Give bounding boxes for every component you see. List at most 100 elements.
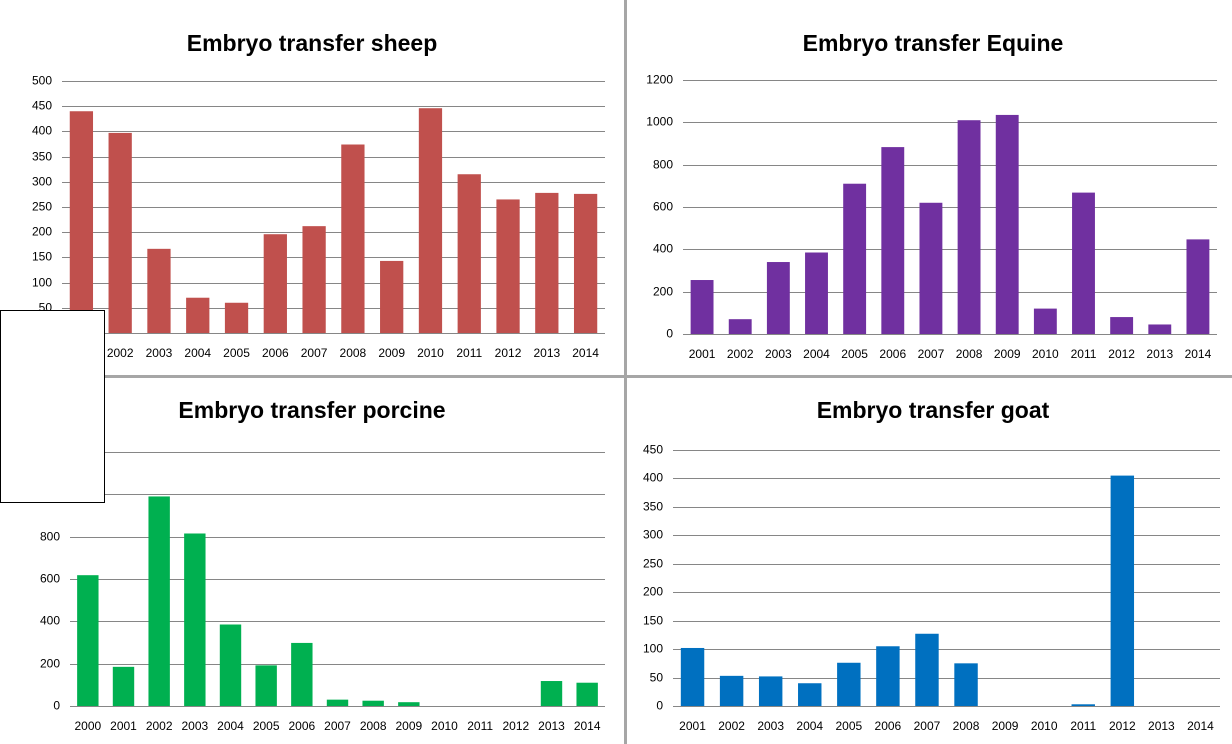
y-tick-label: 800 (653, 158, 673, 172)
bar (1033, 308, 1057, 334)
x-tick-label: 2013 (1148, 719, 1175, 733)
bar (1072, 192, 1095, 334)
bar (919, 202, 943, 334)
bar (876, 646, 900, 706)
x-tick-label: 2002 (107, 346, 134, 360)
x-tick-label: 2005 (841, 347, 868, 361)
bar (1110, 475, 1135, 706)
x-tick-label: 2009 (994, 347, 1021, 361)
bar (758, 676, 783, 706)
y-tick-label: 50 (650, 671, 664, 685)
y-tick-label: 300 (643, 528, 663, 542)
x-tick-label: 2009 (378, 346, 405, 360)
x-tick-label: 2001 (110, 719, 137, 733)
y-tick-label: 100 (32, 276, 52, 290)
y-tick-label: 300 (32, 175, 52, 189)
bar (995, 114, 1019, 334)
x-tick-label: 2010 (1031, 719, 1058, 733)
bar (766, 262, 790, 334)
x-tick-label: 2013 (533, 346, 560, 360)
x-tick-label: 2006 (288, 719, 315, 733)
y-tick-label: 800 (40, 530, 60, 544)
x-tick-label: 2014 (1185, 347, 1212, 361)
x-tick-label: 2008 (360, 719, 387, 733)
y-tick-label: 200 (653, 285, 673, 299)
bar (915, 633, 939, 706)
bar (69, 111, 94, 334)
x-tick-label: 2002 (718, 719, 745, 733)
bar (1186, 239, 1210, 334)
x-tick-label: 2004 (184, 346, 211, 360)
bar (291, 642, 313, 706)
bar (1071, 704, 1095, 706)
x-tick-label: 2011 (1071, 347, 1097, 361)
bar (147, 248, 171, 333)
y-tick-label: 350 (643, 500, 663, 514)
bar (219, 624, 242, 706)
bar (263, 234, 287, 333)
bar (798, 683, 822, 706)
bar (186, 297, 210, 333)
x-tick-label: 2007 (914, 719, 941, 733)
y-tick-label: 150 (32, 250, 52, 264)
bar (954, 663, 978, 706)
chart-title: Embryo transfer goat (817, 397, 1050, 423)
x-tick-label: 2010 (431, 719, 458, 733)
bar (108, 132, 132, 333)
y-tick-label: 600 (653, 200, 673, 214)
y-tick-label: 400 (32, 124, 52, 138)
x-tick-label: 2011 (467, 719, 493, 733)
x-tick-label: 2003 (757, 719, 784, 733)
x-tick-label: 2007 (918, 347, 945, 361)
bar (573, 193, 598, 333)
bar (398, 702, 420, 706)
y-tick-label: 1200 (646, 73, 673, 87)
bar (1148, 324, 1172, 334)
bar (184, 533, 206, 706)
bar (535, 192, 559, 333)
x-tick-label: 2006 (875, 719, 902, 733)
bar (690, 280, 714, 334)
bar (496, 199, 520, 333)
x-tick-label: 2000 (74, 719, 101, 733)
y-tick-label: 1000 (646, 115, 673, 129)
x-tick-label: 2003 (146, 346, 173, 360)
bar (837, 662, 861, 706)
y-tick-label: 200 (32, 225, 52, 239)
x-tick-label: 2010 (417, 346, 444, 360)
y-tick-label: 500 (32, 74, 52, 88)
x-tick-label: 2011 (456, 346, 482, 360)
bar (77, 575, 99, 706)
x-tick-label: 2012 (1108, 347, 1135, 361)
x-tick-label: 2012 (502, 719, 529, 733)
x-tick-label: 2011 (1070, 719, 1096, 733)
bar (362, 700, 384, 706)
x-tick-label: 2002 (727, 347, 754, 361)
bar (1110, 317, 1134, 334)
x-tick-label: 2010 (1032, 347, 1059, 361)
y-tick-label: 0 (666, 327, 673, 341)
bar (302, 226, 326, 333)
bar (728, 319, 752, 334)
bar (719, 675, 744, 706)
y-tick-label: 200 (40, 657, 60, 671)
x-tick-label: 2006 (262, 346, 289, 360)
y-tick-label: 250 (643, 557, 663, 571)
overlay-box (0, 310, 105, 503)
chart-title: Embryo transfer porcine (178, 397, 445, 423)
bar (957, 120, 981, 334)
y-tick-label: 600 (40, 572, 60, 586)
x-tick-label: 2013 (538, 719, 565, 733)
bar (418, 108, 443, 333)
y-tick-label: 150 (643, 614, 663, 628)
bar (576, 682, 598, 706)
bar (380, 260, 404, 333)
x-tick-label: 2014 (1187, 719, 1214, 733)
x-tick-label: 2009 (992, 719, 1019, 733)
chart-title: Embryo transfer sheep (187, 30, 438, 56)
y-tick-label: 450 (32, 99, 52, 113)
x-tick-label: 2003 (181, 719, 208, 733)
x-tick-label: 2008 (953, 719, 980, 733)
x-tick-label: 2008 (340, 346, 367, 360)
